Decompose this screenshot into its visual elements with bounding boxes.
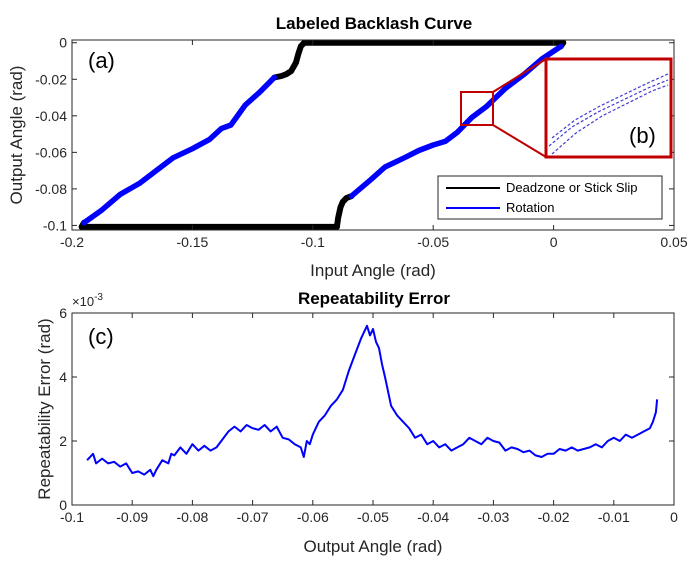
x-tick-label: -0.03 bbox=[477, 509, 509, 525]
repeatability-y-axis-label: Repeatability Error (rad) bbox=[35, 318, 54, 499]
y-tick-label: -0.06 bbox=[35, 144, 67, 160]
repeatability-title: Repeatability Error bbox=[298, 289, 450, 308]
inset-trace-2 bbox=[551, 84, 669, 155]
x-tick-label: -0.1 bbox=[60, 509, 84, 525]
panel-label-a: (a) bbox=[88, 48, 115, 73]
y-tick-label: 4 bbox=[59, 369, 67, 385]
y-tick-label: 6 bbox=[59, 305, 67, 321]
y-tick-label: -0.1 bbox=[43, 217, 67, 233]
x-tick-label: -0.05 bbox=[357, 509, 389, 525]
legend-box bbox=[437, 175, 663, 220]
y-tick-label: -0.04 bbox=[35, 108, 67, 124]
y-axis-multiplier: ×10-3 bbox=[72, 292, 103, 309]
rotation-segment-1 bbox=[348, 43, 564, 199]
repeatability-plot-area bbox=[72, 313, 674, 505]
x-tick-label: -0.04 bbox=[417, 509, 449, 525]
multiplier-exponent: -3 bbox=[94, 292, 103, 303]
zoom-connector-bottom bbox=[492, 124, 547, 158]
y-tick-label: 2 bbox=[59, 433, 67, 449]
repeatability-series-group bbox=[86, 324, 659, 478]
backlash-title: Labeled Backlash Curve bbox=[276, 14, 473, 33]
inset-trace-0 bbox=[551, 73, 669, 139]
y-tick-label: -0.02 bbox=[35, 71, 67, 87]
rotation-segment-0 bbox=[81, 74, 278, 226]
repeatability-error-line bbox=[86, 324, 659, 478]
inset-background bbox=[546, 59, 671, 157]
backlash-series-group bbox=[78, 39, 567, 230]
backlash-axes-box bbox=[71, 39, 675, 231]
x-tick-label: -0.06 bbox=[297, 509, 329, 525]
repeatability-ticks: -0.1 -0.09 -0.08 -0.07 -0.06 -0.05 -0.04 -0.03 -… bbox=[59, 305, 678, 525]
legend-label-deadzone: Deadzone or Stick Slip bbox=[506, 180, 638, 195]
backlash-y-axis-label: Output Angle (rad) bbox=[7, 66, 26, 205]
inset-dashed-traces bbox=[548, 73, 669, 155]
panel-label-b: (b) bbox=[629, 123, 656, 148]
x-tick-label: -0.07 bbox=[237, 509, 269, 525]
x-tick-label: -0.09 bbox=[116, 509, 148, 525]
inset-border bbox=[544, 57, 673, 159]
x-tick-label: 0 bbox=[670, 509, 678, 525]
panel-label-c: (c) bbox=[88, 324, 114, 349]
legend: Deadzone or Stick Slip Rotation bbox=[437, 175, 663, 220]
deadzone-segment-2 bbox=[333, 193, 355, 230]
zoom-region-box bbox=[460, 91, 494, 126]
x-tick-label: 0.05 bbox=[660, 234, 687, 250]
repeatability-chart: Repeatability Error -0.1 -0.09 -0.08 -0.07-… bbox=[35, 289, 678, 556]
x-tick-label: -0.2 bbox=[60, 234, 84, 250]
y-tick-label: 0 bbox=[59, 497, 67, 513]
x-tick-label: -0.01 bbox=[598, 509, 630, 525]
y-tick-label: 0 bbox=[59, 35, 67, 51]
y-tick-label: -0.08 bbox=[35, 181, 67, 197]
backlash-x-axis-label: Input Angle (rad) bbox=[310, 261, 436, 280]
x-tick-label: 0 bbox=[550, 234, 558, 250]
backlash-chart: Labeled Backlash Curve -0.2 -0.15 -0.1 -0.0… bbox=[7, 14, 688, 280]
x-tick-label: -0.02 bbox=[538, 509, 570, 525]
repeatability-x-axis-label: Output Angle (rad) bbox=[304, 537, 443, 556]
zoom-connector-top bbox=[492, 58, 547, 93]
legend-label-rotation: Rotation bbox=[506, 200, 554, 215]
x-tick-label: -0.1 bbox=[301, 234, 325, 250]
zoom-inset: (b) bbox=[544, 57, 673, 159]
multiplier-base: ×10 bbox=[72, 294, 94, 309]
backlash-ticks: -0.2 -0.15 -0.1 -0.05 0 0.05 0 -0.02 -0.04 -0.06 -… bbox=[35, 35, 688, 250]
x-tick-label: -0.15 bbox=[176, 234, 208, 250]
x-tick-label: -0.05 bbox=[417, 234, 449, 250]
x-tick-label: -0.08 bbox=[176, 509, 208, 525]
